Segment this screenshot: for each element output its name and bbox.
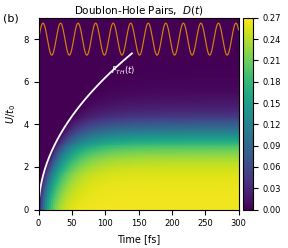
Text: $F_{TH}(t)$: $F_{TH}(t)$ [111, 65, 135, 77]
Title: Doublon-Hole Pairs,  $D(t)$: Doublon-Hole Pairs, $D(t)$ [74, 4, 204, 17]
Text: (b): (b) [3, 14, 18, 24]
X-axis label: Time [fs]: Time [fs] [117, 234, 160, 244]
Y-axis label: $U/t_0$: $U/t_0$ [4, 104, 18, 124]
